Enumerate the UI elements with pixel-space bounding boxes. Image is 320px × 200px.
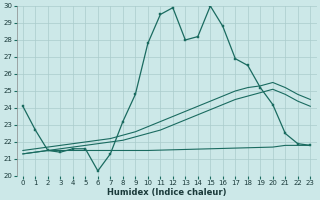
X-axis label: Humidex (Indice chaleur): Humidex (Indice chaleur) xyxy=(107,188,226,197)
